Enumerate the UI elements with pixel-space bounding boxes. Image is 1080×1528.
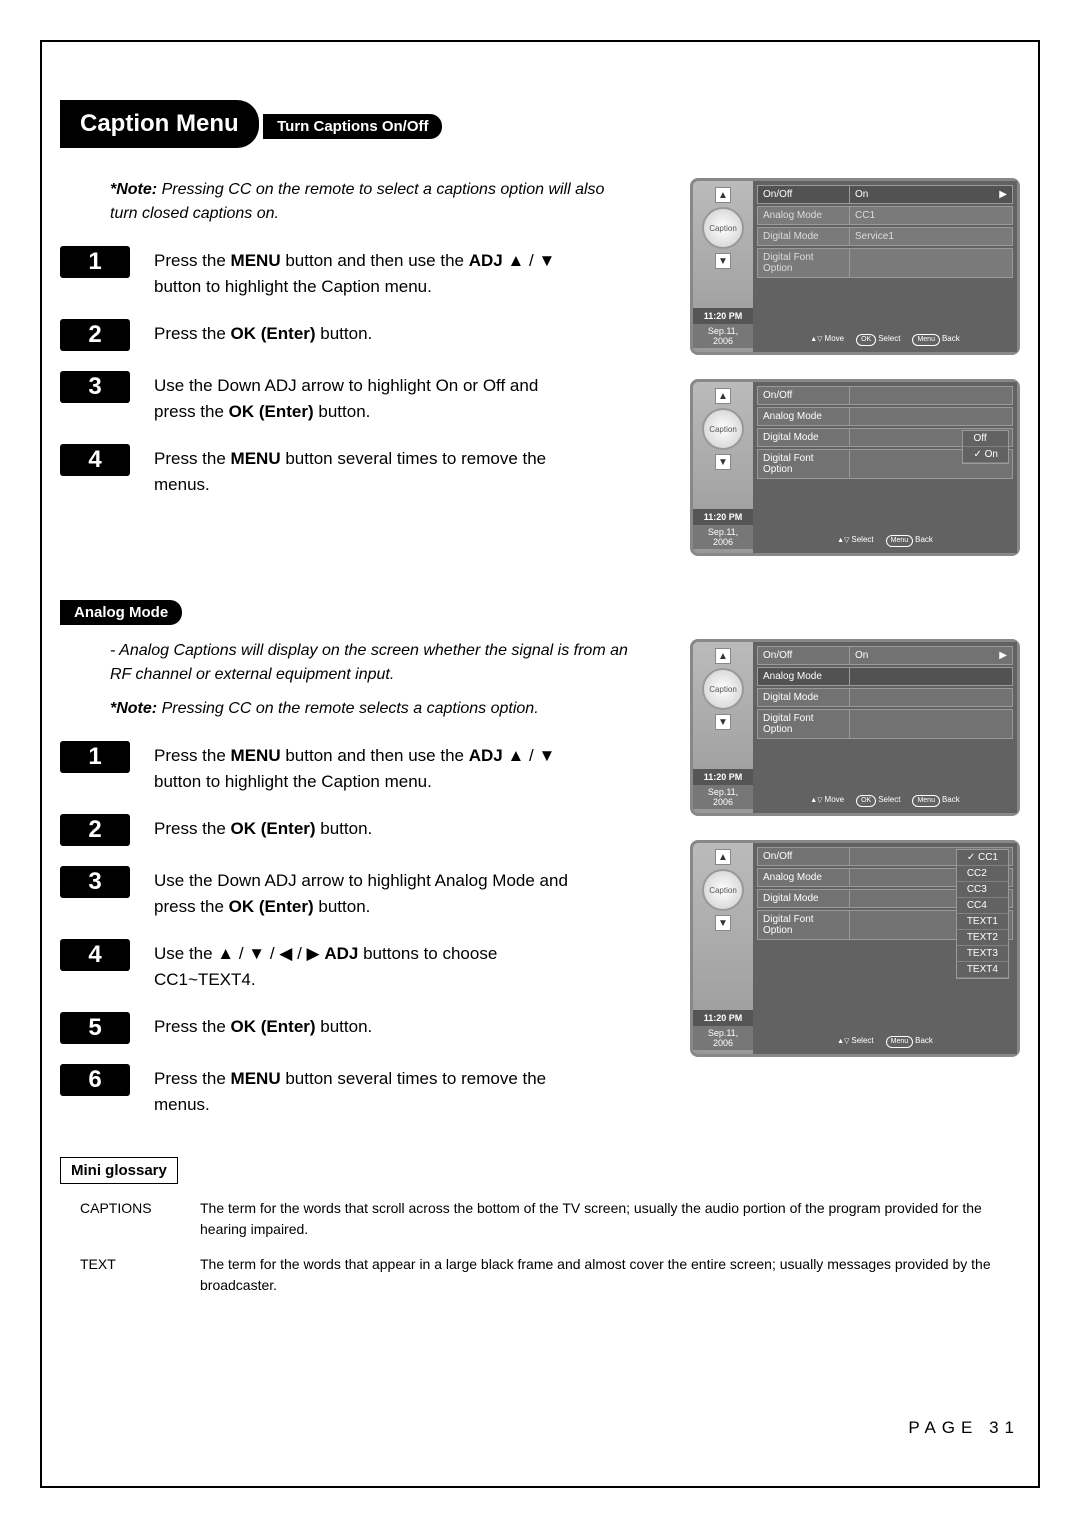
osd-time: 11:20 PM — [693, 308, 753, 324]
osd-time: 11:20 PM — [693, 769, 753, 785]
osd-option: Off — [963, 431, 1008, 447]
step-text: Press the MENU button and then use the A… — [154, 741, 584, 794]
osd-row-onoff: On/Off — [758, 186, 850, 203]
osd-date: Sep.11, 2006 — [693, 324, 753, 348]
note-text: Pressing CC on the remote selects a capt… — [162, 700, 539, 717]
step-number: 4 — [60, 939, 130, 971]
osd-footer: ▲▽Select MenuBack — [757, 531, 1013, 549]
subsection-turn-captions: Turn Captions On/Off — [263, 114, 442, 139]
step: 2 Press the OK (Enter) button. — [60, 319, 660, 351]
osd-screenshot-3: ▲ Caption ▼ 11:20 PM Sep.11, 2006 On/Off… — [690, 639, 1020, 816]
osd-screenshot-2: ▲ Caption ▼ 11:20 PM Sep.11, 2006 On/Off… — [690, 379, 1020, 556]
glossary-row: CAPTIONSThe term for the words that scro… — [60, 1198, 1020, 1240]
caption-badge-icon: Caption — [702, 408, 744, 450]
step-text: Press the OK (Enter) button. — [154, 319, 372, 347]
note-label: *Note: — [110, 700, 157, 717]
step-text: Press the MENU button several times to r… — [154, 1064, 584, 1117]
osd-option: TEXT3 — [957, 946, 1008, 962]
step: 6 Press the MENU button several times to … — [60, 1064, 660, 1117]
up-arrow-icon: ▲ — [715, 187, 731, 203]
subsection-analog-mode: Analog Mode — [60, 600, 182, 625]
page-number: PAGE 31 — [908, 1418, 1020, 1438]
note-text: Pressing CC on the remote to select a ca… — [110, 181, 604, 222]
osd-option: CC2 — [957, 866, 1008, 882]
osd-date: Sep.11, 2006 — [693, 785, 753, 809]
caption-badge-icon: Caption — [702, 869, 744, 911]
down-arrow-icon: ▼ — [715, 454, 731, 470]
glossary-term: TEXT — [60, 1254, 200, 1296]
note-label: *Note: — [110, 181, 157, 198]
caption-badge-icon: Caption — [702, 207, 744, 249]
right-arrow-icon: ▶ — [999, 650, 1007, 661]
osd-option: CC4 — [957, 898, 1008, 914]
down-arrow-icon: ▼ — [715, 714, 731, 730]
osd-time: 11:20 PM — [693, 1010, 753, 1026]
step: 3 Use the Down ADJ arrow to highlight On … — [60, 371, 660, 424]
down-arrow-icon: ▼ — [715, 915, 731, 931]
osd-option: CC1 — [957, 850, 1008, 866]
down-arrow-icon: ▼ — [715, 253, 731, 269]
step-number: 4 — [60, 444, 130, 476]
osd-time: 11:20 PM — [693, 509, 753, 525]
step-number: 2 — [60, 814, 130, 846]
step-text: Press the OK (Enter) button. — [154, 1012, 372, 1040]
up-arrow-icon: ▲ — [715, 388, 731, 404]
step-text: Use the Down ADJ arrow to highlight On o… — [154, 371, 584, 424]
step-number: 1 — [60, 246, 130, 278]
steps-turn-captions: 1 Press the MENU button and then use the … — [60, 246, 660, 497]
glossary-definition: The term for the words that scroll acros… — [200, 1198, 1020, 1240]
step: 1 Press the MENU button and then use the … — [60, 246, 660, 299]
note-analog: *Note: Pressing CC on the remote selects… — [110, 697, 630, 721]
step-text: Use the Down ADJ arrow to highlight Anal… — [154, 866, 584, 919]
analog-bullet: - Analog Captions will display on the sc… — [110, 639, 630, 687]
osd-row-font: Digital Font Option — [758, 249, 850, 277]
step-text: Press the MENU button several times to r… — [154, 444, 584, 497]
step: 1 Press the MENU button and then use the … — [60, 741, 660, 794]
osd-footer: ▲▽Move OKSelect MenuBack — [757, 330, 1013, 348]
osd-option: TEXT2 — [957, 930, 1008, 946]
step-text: Press the OK (Enter) button. — [154, 814, 372, 842]
osd-footer: ▲▽Move OKSelect MenuBack — [757, 791, 1013, 809]
steps-analog-mode: 1 Press the MENU button and then use the … — [60, 741, 660, 1117]
step-number: 5 — [60, 1012, 130, 1044]
glossary-header: Mini glossary — [60, 1157, 178, 1184]
step-number: 6 — [60, 1064, 130, 1096]
osd-date: Sep.11, 2006 — [693, 1026, 753, 1050]
osd-footer: ▲▽Select MenuBack — [757, 1032, 1013, 1050]
osd-date: Sep.11, 2006 — [693, 525, 753, 549]
step-text: Press the MENU button and then use the A… — [154, 246, 584, 299]
right-arrow-icon: ▶ — [999, 189, 1007, 200]
note-turn-captions: *Note: Pressing CC on the remote to sele… — [110, 178, 630, 226]
glossary-table: CAPTIONSThe term for the words that scro… — [60, 1198, 1020, 1296]
osd-option: On — [963, 447, 1008, 463]
section-header-caption-menu: Caption Menu — [60, 100, 259, 148]
osd-screenshot-1: ▲ Caption ▼ 11:20 PM Sep.11, 2006 On/Off… — [690, 178, 1020, 355]
step-number: 2 — [60, 319, 130, 351]
step-text: Use the ▲ / ▼ / ◀ / ▶ ADJ buttons to cho… — [154, 939, 584, 992]
up-arrow-icon: ▲ — [715, 648, 731, 664]
osd-analog-options: CC1CC2CC3CC4TEXT1TEXT2TEXT3TEXT4 — [956, 849, 1009, 979]
glossary-term: CAPTIONS — [60, 1198, 200, 1240]
osd-option: TEXT4 — [957, 962, 1008, 978]
glossary-row: TEXTThe term for the words that appear i… — [60, 1254, 1020, 1296]
osd-option: CC3 — [957, 882, 1008, 898]
step: 2 Press the OK (Enter) button. — [60, 814, 660, 846]
glossary-definition: The term for the words that appear in a … — [200, 1254, 1020, 1296]
osd-option: TEXT1 — [957, 914, 1008, 930]
step-number: 3 — [60, 371, 130, 403]
osd-row-analog: Analog Mode — [758, 207, 850, 224]
step-number: 3 — [60, 866, 130, 898]
step: 4 Press the MENU button several times to … — [60, 444, 660, 497]
osd-onoff-options: OffOn — [962, 430, 1009, 464]
step-number: 1 — [60, 741, 130, 773]
osd-screenshot-4: ▲ Caption ▼ 11:20 PM Sep.11, 2006 On/Off… — [690, 840, 1020, 1057]
caption-badge-icon: Caption — [702, 668, 744, 710]
step: 5 Press the OK (Enter) button. — [60, 1012, 660, 1044]
osd-row-digital: Digital Mode — [758, 228, 850, 245]
step: 3 Use the Down ADJ arrow to highlight Ana… — [60, 866, 660, 919]
step: 4 Use the ▲ / ▼ / ◀ / ▶ ADJ buttons to ch… — [60, 939, 660, 992]
page-content: Caption Menu Turn Captions On/Off *Note:… — [60, 100, 1020, 1468]
up-arrow-icon: ▲ — [715, 849, 731, 865]
